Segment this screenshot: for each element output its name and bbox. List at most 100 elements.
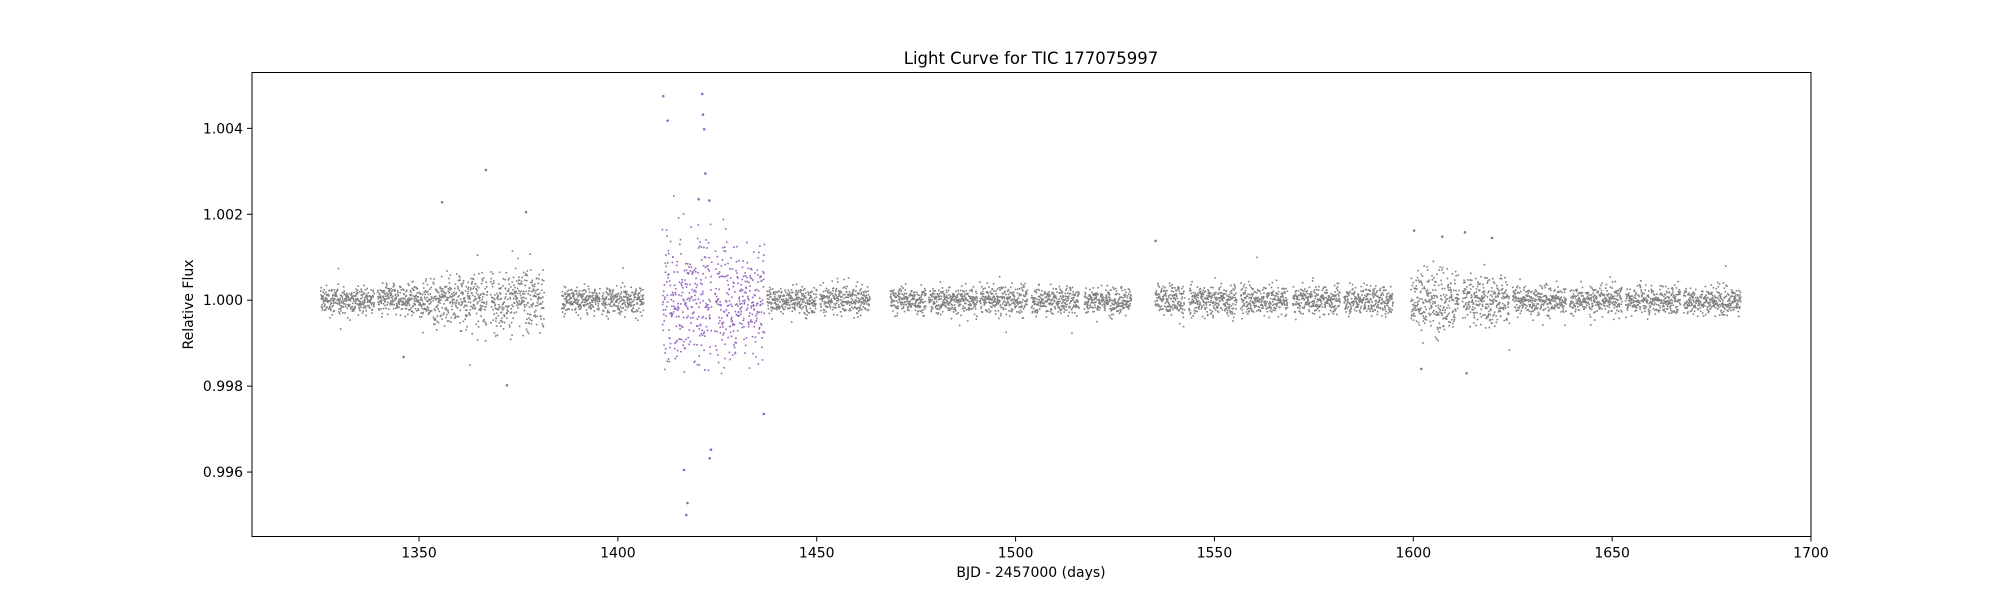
data-point [508, 326, 511, 328]
data-point [1161, 300, 1164, 302]
data-point [846, 285, 848, 288]
data-point [994, 305, 996, 308]
data-point [473, 305, 476, 307]
data-point [444, 285, 447, 288]
data-point [1126, 296, 1128, 299]
data-point [411, 310, 414, 313]
data-point [1038, 283, 1040, 286]
data-point [935, 296, 938, 299]
data-point [934, 302, 936, 304]
data-point [475, 298, 477, 301]
data-point [1039, 305, 1041, 307]
data-point [960, 300, 963, 302]
data-point [425, 300, 428, 302]
data-point [339, 299, 341, 301]
data-point [467, 288, 469, 290]
data-point [1178, 310, 1180, 312]
data-point [416, 288, 419, 290]
data-point [323, 309, 326, 312]
data-point [336, 289, 339, 292]
data-point [853, 300, 855, 303]
data-point [742, 275, 745, 278]
data-point [828, 291, 831, 294]
data-point [1173, 296, 1175, 299]
data-point [340, 310, 342, 312]
data-point [423, 296, 426, 299]
data-point [669, 346, 671, 349]
data-point [1017, 297, 1020, 300]
data-point [443, 292, 446, 294]
data-point [998, 275, 1001, 278]
data-point [671, 291, 674, 294]
data-point [445, 313, 448, 316]
data-point [1292, 286, 1295, 288]
data-point [961, 297, 963, 300]
data-point [392, 282, 395, 285]
data-point [1333, 297, 1335, 300]
data-point [422, 282, 425, 285]
data-point [962, 299, 965, 302]
data-point [828, 295, 830, 298]
data-point [1100, 284, 1103, 287]
data-point [748, 281, 750, 284]
data-point [746, 261, 749, 264]
data-point [1126, 299, 1129, 302]
data-point [1117, 305, 1120, 307]
data-point [577, 314, 580, 317]
data-point [1075, 306, 1077, 308]
data-point [1114, 302, 1116, 304]
data-point [929, 300, 931, 302]
data-point [619, 293, 622, 295]
data-point [690, 322, 692, 324]
data-point [622, 306, 624, 309]
data-point [594, 295, 597, 297]
data-point [924, 289, 927, 292]
data-point [368, 299, 370, 302]
data-point [410, 307, 413, 309]
data-point [1005, 303, 1008, 305]
data-point [575, 293, 578, 295]
data-point [1193, 297, 1196, 299]
data-point [1314, 295, 1316, 297]
data-point [629, 298, 632, 300]
data-point [640, 294, 643, 297]
data-point [464, 300, 466, 302]
data-point [595, 303, 597, 305]
data-point [624, 290, 627, 292]
data-point [355, 288, 357, 291]
data-point [495, 325, 498, 327]
data-point [349, 308, 352, 310]
data-point [953, 308, 956, 311]
data-point [1275, 303, 1278, 305]
data-point [1249, 303, 1252, 306]
data-point [1180, 293, 1183, 295]
data-point [1049, 310, 1052, 313]
data-point [780, 291, 783, 294]
data-point [710, 261, 713, 264]
data-point [782, 295, 784, 297]
data-point [910, 306, 912, 308]
data-point [367, 295, 369, 298]
data-point [607, 309, 609, 312]
data-point [342, 312, 344, 314]
data-point [528, 306, 531, 308]
data-point [1110, 299, 1112, 302]
data-point [843, 309, 846, 311]
data-point [435, 299, 437, 301]
data-point [418, 316, 421, 318]
data-point [1248, 284, 1251, 287]
data-point [852, 290, 854, 293]
data-point [796, 296, 798, 299]
data-point [536, 277, 538, 279]
data-point [777, 306, 780, 309]
data-point [1315, 303, 1318, 306]
data-point [466, 295, 469, 297]
data-point [480, 305, 483, 308]
data-point [961, 296, 963, 298]
data-point [665, 265, 668, 268]
data-point [407, 313, 409, 316]
data-point [856, 308, 858, 310]
data-point [773, 295, 776, 298]
data-point [944, 302, 946, 304]
data-point [1316, 307, 1319, 310]
